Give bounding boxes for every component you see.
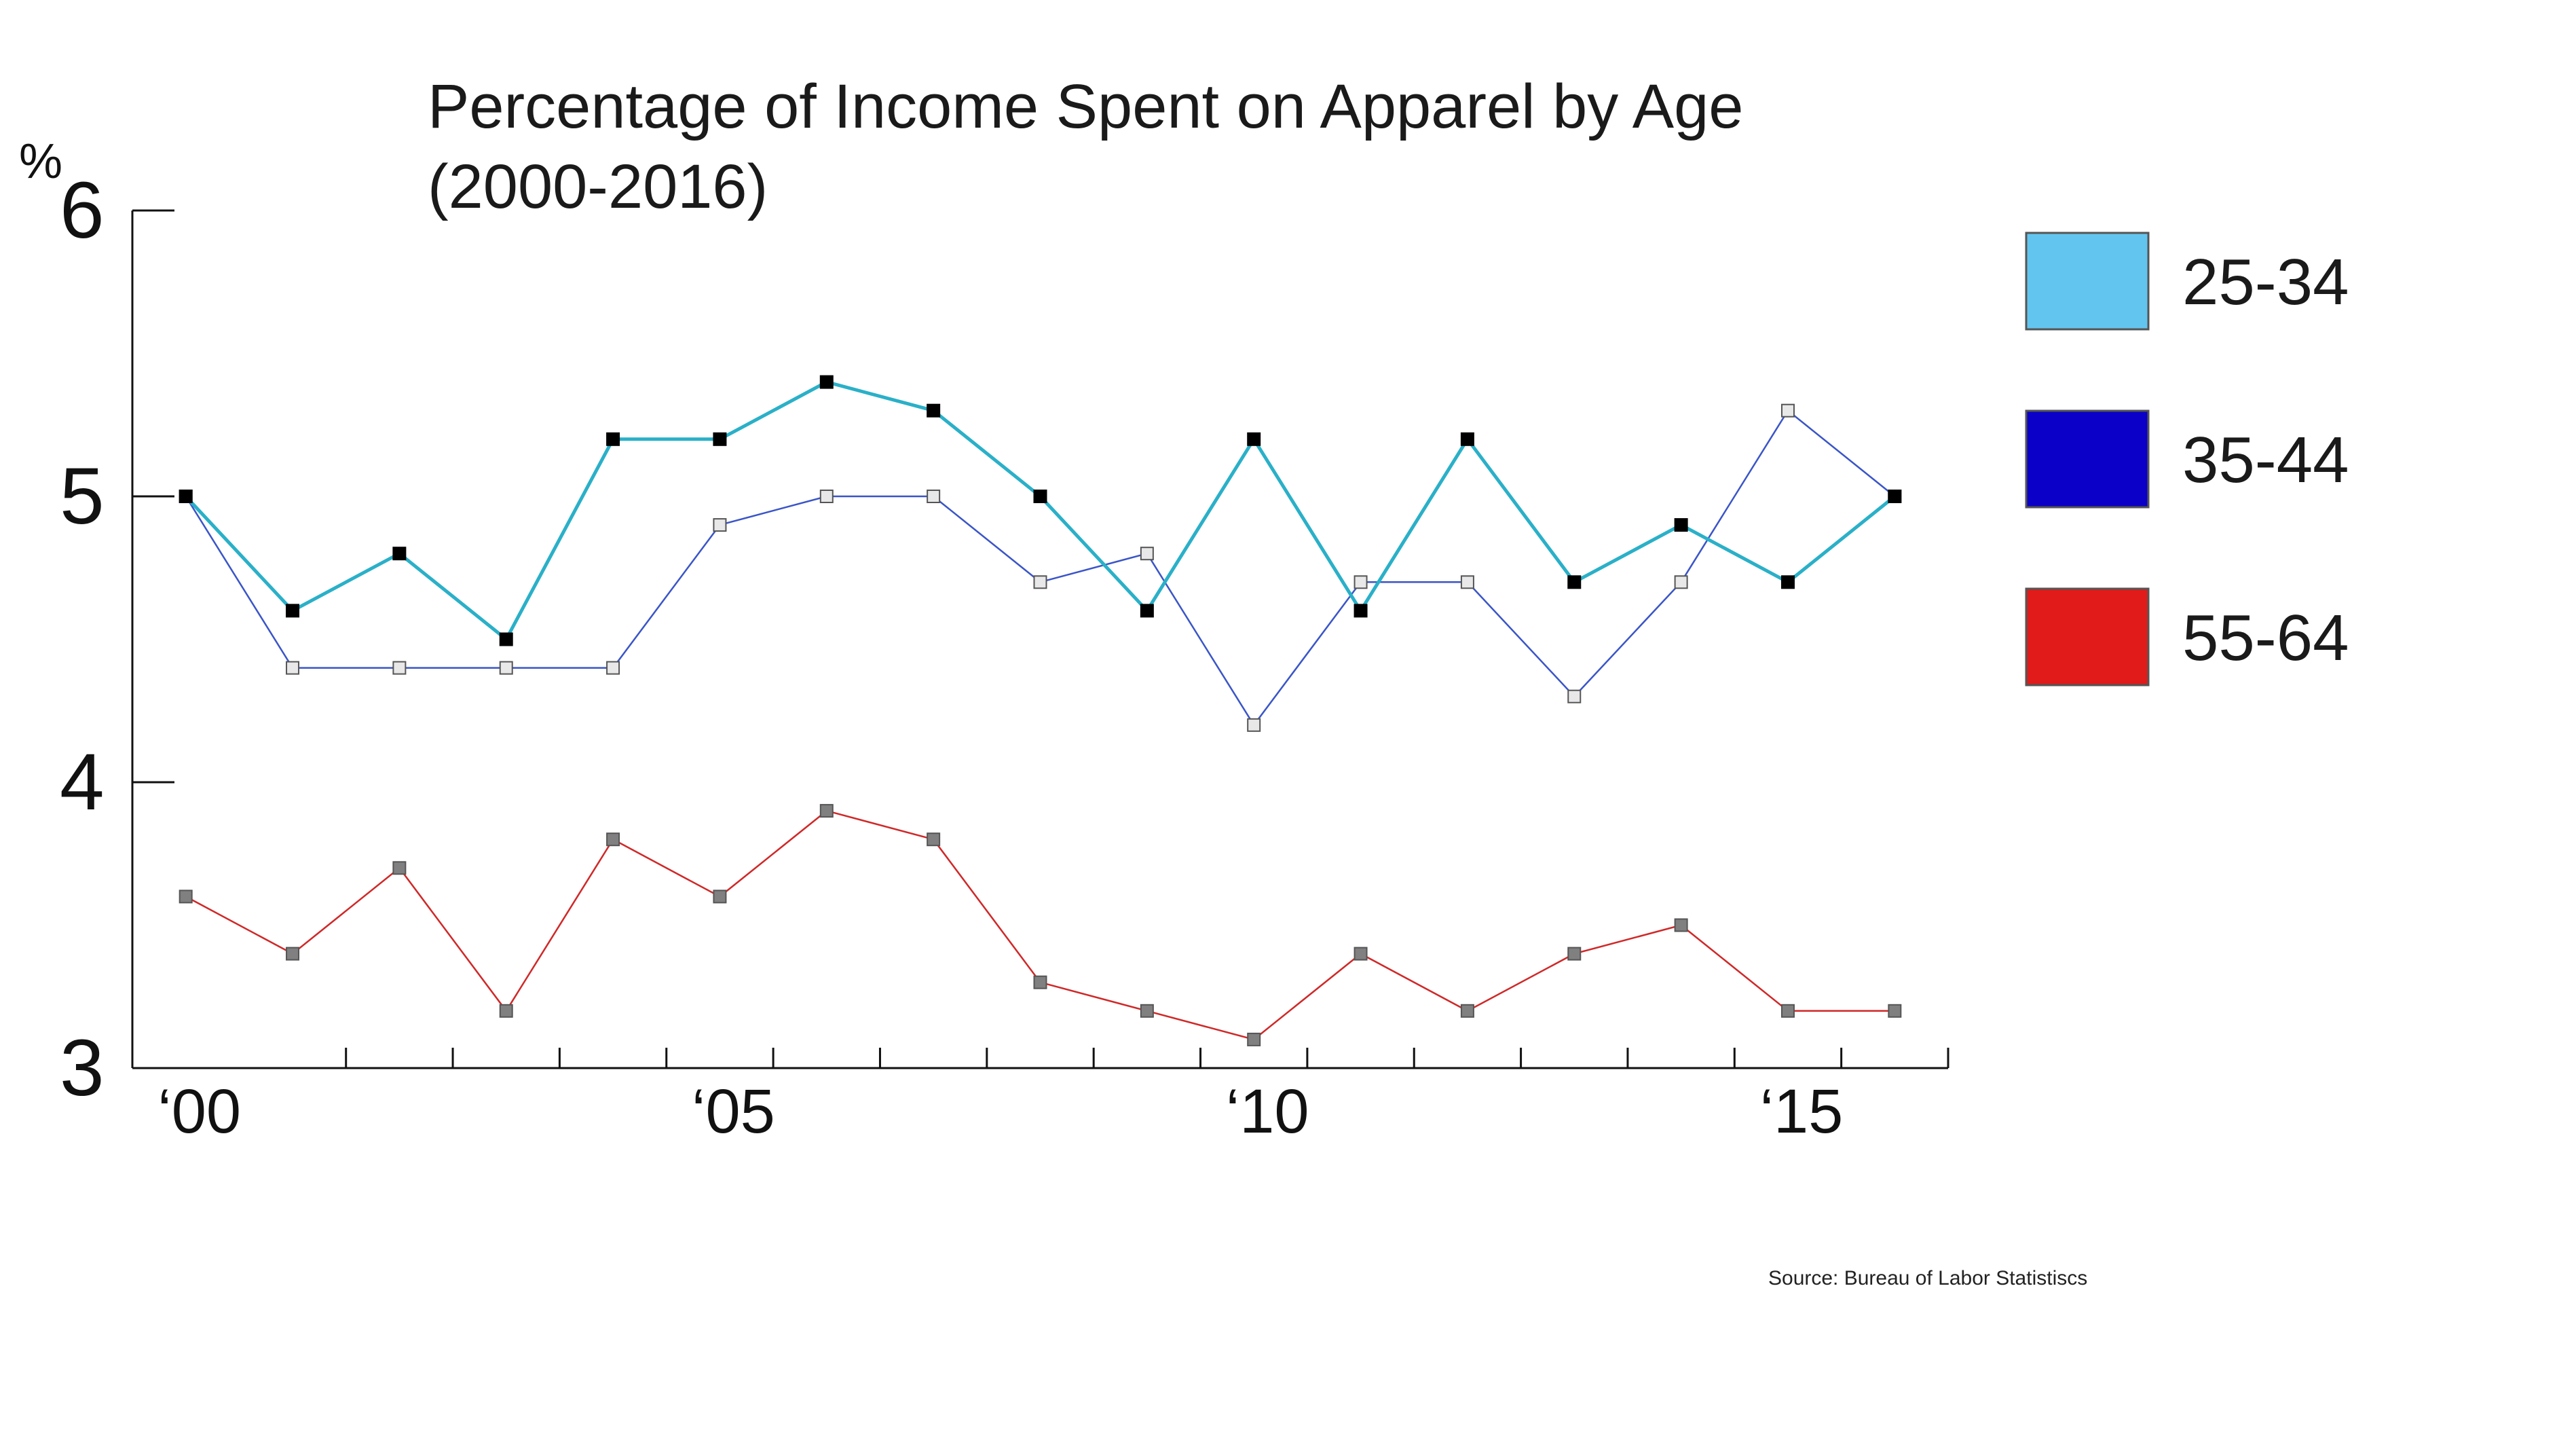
x-tick-label: ‘05 <box>692 1077 775 1146</box>
legend-swatch <box>2025 409 2150 509</box>
y-tick-label: 3 <box>60 1023 105 1113</box>
data-point-marker <box>819 804 834 818</box>
source-note: Source: Bureau of Labor Statistiscs <box>1768 1267 2087 1289</box>
data-point-marker <box>499 1004 513 1018</box>
series-55-64 <box>179 804 1902 1046</box>
data-point-marker <box>1460 432 1474 446</box>
data-point-marker <box>286 661 300 675</box>
data-point-marker <box>392 661 407 675</box>
data-point-marker <box>286 604 300 618</box>
data-point-marker <box>1460 575 1474 589</box>
data-point-marker <box>1567 575 1582 589</box>
data-point-marker <box>1140 1004 1154 1018</box>
data-point-marker <box>1247 432 1261 446</box>
data-point-marker <box>499 632 513 646</box>
y-tick-label: 4 <box>60 737 105 827</box>
data-point-marker <box>927 403 941 418</box>
data-point-marker <box>1780 1004 1795 1018</box>
data-point-marker <box>1888 490 1902 503</box>
legend-item-25-34: 25-34 <box>2025 232 2349 331</box>
legend-item-55-64: 55-64 <box>2025 587 2349 686</box>
y-axis-unit-label: % <box>19 134 62 189</box>
axes: 3 4 5 6 ‘00 ‘05 ‘10 ‘15 <box>60 166 1949 1146</box>
data-point-marker <box>1033 575 1047 589</box>
chart-title: Percentage of Income Spent on Apparel by… <box>428 72 1743 141</box>
data-point-marker <box>1033 490 1047 503</box>
legend-label: 25-34 <box>2182 246 2349 318</box>
data-point-marker <box>1247 718 1261 732</box>
data-point-marker <box>606 661 620 675</box>
legend: 25-34 35-44 55-64 <box>2025 232 2349 686</box>
data-point-marker <box>1674 518 1688 532</box>
data-point-marker <box>927 832 941 847</box>
series-group <box>179 375 1902 1046</box>
data-point-marker <box>819 490 834 503</box>
data-point-marker <box>1674 575 1688 589</box>
data-point-marker <box>606 432 620 446</box>
data-point-marker <box>392 547 407 561</box>
chart-subtitle: (2000-2016) <box>428 152 768 221</box>
data-point-marker <box>1460 1004 1474 1018</box>
data-point-marker <box>1033 975 1047 989</box>
x-tick-label: ‘00 <box>157 1077 241 1146</box>
data-point-marker <box>1354 947 1368 961</box>
data-point-marker <box>1567 947 1582 961</box>
data-point-marker <box>179 490 193 503</box>
data-point-marker <box>499 661 513 675</box>
legend-swatch <box>2025 587 2150 686</box>
data-point-marker <box>713 432 727 446</box>
data-point-marker <box>927 490 941 503</box>
data-point-marker <box>392 861 407 875</box>
legend-swatch <box>2025 232 2150 331</box>
data-point-marker <box>1888 1004 1902 1018</box>
legend-label: 35-44 <box>2182 424 2349 496</box>
data-point-marker <box>606 832 620 847</box>
series-line <box>185 409 1896 727</box>
y-tick-label: 5 <box>60 452 105 541</box>
x-tick-label: ‘15 <box>1760 1077 1844 1146</box>
legend-item-35-44: 35-44 <box>2025 409 2349 509</box>
data-point-marker <box>179 889 193 904</box>
series-line <box>185 809 1895 1041</box>
data-point-marker <box>1674 918 1688 932</box>
data-point-marker <box>1354 575 1368 589</box>
series-line <box>184 380 1896 642</box>
data-point-marker <box>713 518 727 532</box>
data-point-marker <box>1140 604 1154 618</box>
x-tick-label: ‘10 <box>1226 1077 1309 1146</box>
series-25-34 <box>179 375 1902 646</box>
data-point-marker <box>1140 547 1154 561</box>
y-tick-label: 6 <box>60 166 105 255</box>
data-point-marker <box>286 947 300 961</box>
data-point-marker <box>1780 575 1795 589</box>
legend-label: 55-64 <box>2182 602 2349 674</box>
data-point-marker <box>1567 689 1582 703</box>
data-point-marker <box>713 889 727 904</box>
data-point-marker <box>1247 1032 1261 1046</box>
data-point-marker <box>1780 403 1795 418</box>
data-point-marker <box>1354 604 1368 618</box>
series-35-44 <box>179 403 1902 732</box>
data-point-marker <box>819 375 834 389</box>
